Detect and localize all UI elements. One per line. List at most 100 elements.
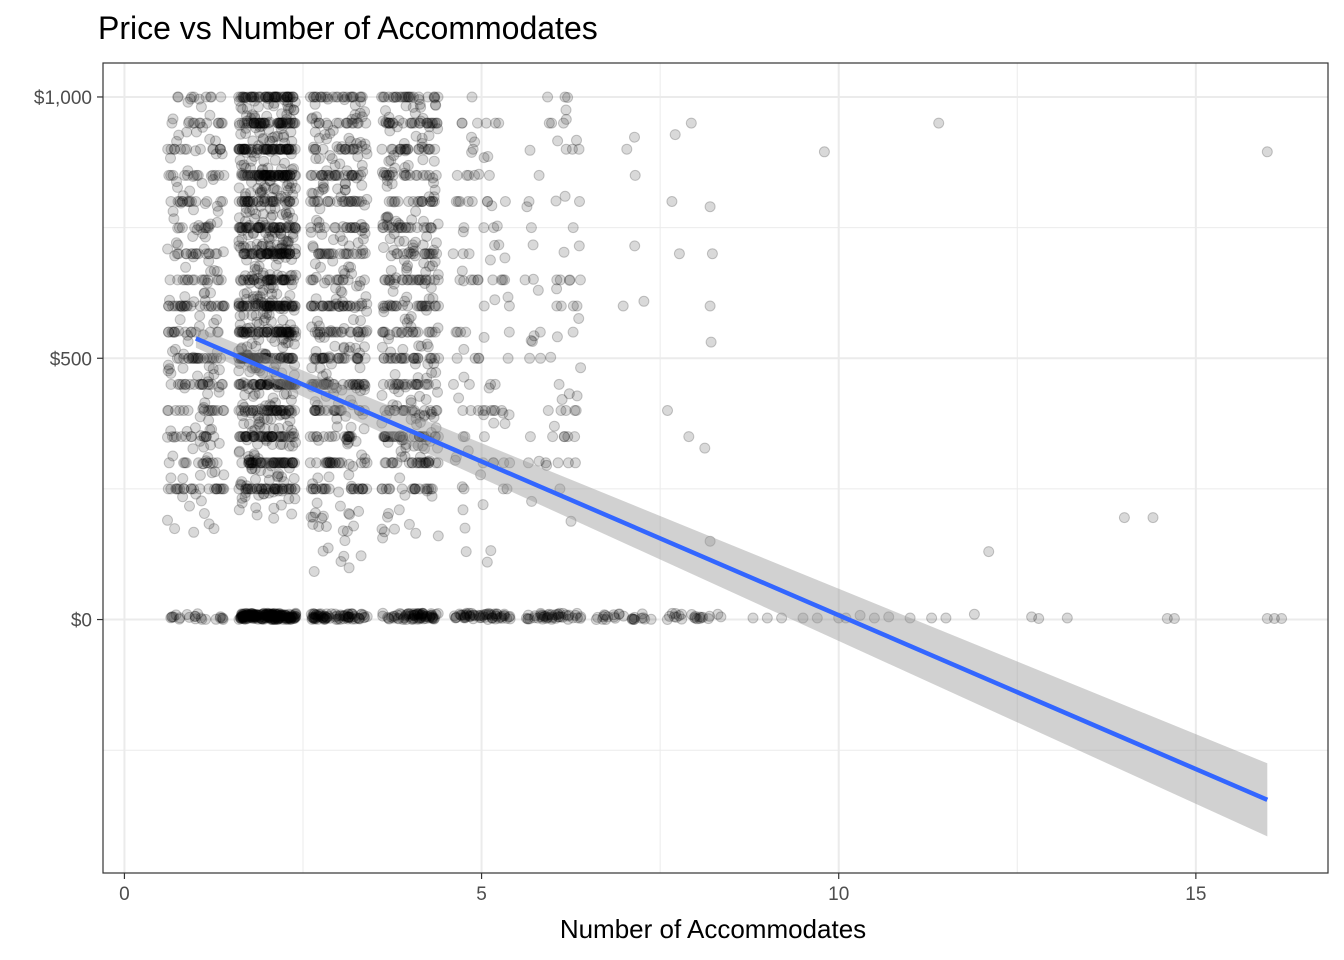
data-point (202, 376, 214, 388)
data-point (286, 508, 298, 520)
data-point (247, 405, 259, 416)
data-point (272, 143, 283, 155)
data-point (271, 248, 283, 260)
data-point (556, 394, 568, 405)
data-point (252, 453, 264, 465)
data-point (258, 117, 269, 129)
data-point (267, 222, 279, 234)
data-point (209, 405, 221, 416)
x-tick-label: 10 (828, 884, 849, 905)
data-point (255, 431, 266, 443)
data-point (618, 610, 630, 622)
data-point (284, 117, 296, 129)
data-point (309, 258, 321, 270)
data-point (359, 611, 371, 623)
data-point (267, 392, 279, 404)
data-point (396, 451, 408, 463)
data-point (199, 397, 211, 409)
data-point (983, 546, 995, 558)
data-point (212, 326, 223, 338)
data-point (346, 113, 358, 125)
data-point (280, 244, 292, 256)
data-point (343, 345, 355, 357)
data-point (278, 274, 290, 286)
data-point (241, 431, 253, 443)
data-point (207, 143, 219, 155)
data-point (187, 352, 199, 364)
data-point (304, 431, 316, 443)
data-point (249, 431, 261, 443)
data-point (249, 457, 261, 469)
data-point (289, 117, 301, 129)
data-point (281, 326, 293, 338)
data-point (571, 300, 583, 312)
data-point (194, 469, 206, 481)
data-point (236, 457, 248, 469)
data-point (270, 91, 282, 103)
data-point (503, 326, 515, 338)
data-point (203, 518, 215, 530)
data-point (172, 239, 184, 251)
data-point (258, 196, 270, 207)
data-point (251, 509, 263, 521)
data-point (251, 455, 262, 467)
data-point (262, 143, 273, 155)
data-point (269, 326, 281, 338)
data-point (551, 300, 563, 312)
data-point (376, 143, 388, 155)
data-point (205, 91, 217, 103)
data-point (391, 326, 403, 338)
data-point (235, 242, 247, 254)
data-point (270, 196, 282, 207)
data-point (234, 431, 246, 443)
data-point (166, 611, 178, 623)
data-point (166, 431, 178, 443)
data-point (234, 431, 246, 443)
data-point (280, 457, 292, 469)
data-point (192, 352, 204, 364)
data-point (263, 248, 275, 260)
data-point (176, 196, 188, 207)
data-point (271, 405, 283, 416)
data-point (242, 169, 254, 181)
data-point (207, 169, 219, 181)
data-point (204, 109, 216, 121)
data-point (289, 222, 301, 234)
data-point (235, 128, 247, 140)
data-point (185, 93, 196, 105)
data-point (286, 301, 298, 313)
data-point (272, 169, 284, 181)
data-point (281, 91, 293, 103)
data-point (383, 155, 395, 167)
data-point (552, 135, 564, 147)
data-point (239, 389, 251, 401)
data-point (617, 300, 629, 312)
data-point (176, 301, 188, 313)
data-point (183, 117, 194, 129)
data-point (282, 99, 294, 111)
data-point (196, 177, 208, 189)
data-point (249, 300, 261, 312)
data-point (275, 499, 287, 511)
data-point (818, 146, 830, 158)
data-point (249, 169, 261, 181)
data-point (195, 222, 207, 234)
data-point (284, 207, 295, 218)
data-point (265, 300, 277, 312)
data-point (181, 609, 193, 620)
data-point (252, 249, 264, 261)
data-point (175, 143, 187, 155)
data-point (162, 405, 174, 416)
data-point (1168, 613, 1180, 624)
data-point (273, 253, 284, 265)
data-point (425, 282, 437, 294)
data-point (282, 185, 294, 196)
data-point (273, 326, 285, 338)
data-point (248, 117, 260, 129)
data-point (179, 169, 191, 181)
data-point (202, 220, 214, 232)
data-point (286, 352, 298, 364)
data-point (269, 91, 281, 103)
data-point (162, 243, 174, 255)
data-point (272, 117, 284, 129)
